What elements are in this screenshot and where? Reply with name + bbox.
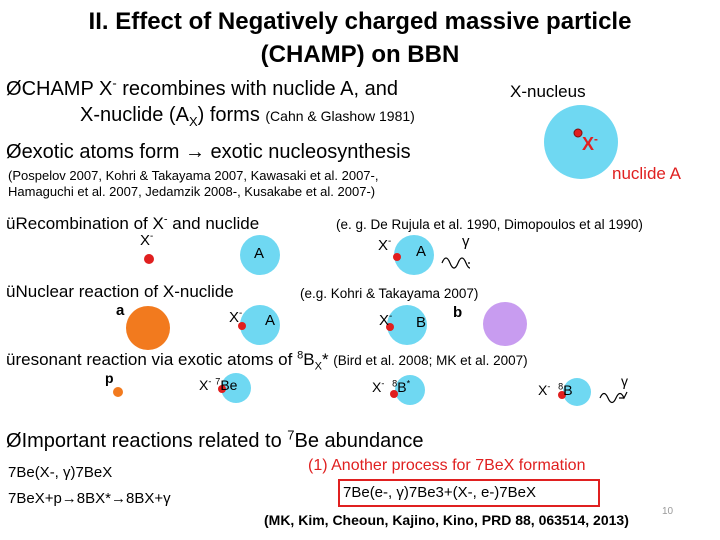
- check-icon: ü: [6, 214, 16, 233]
- be7-circle: [221, 373, 251, 403]
- another-process-heading: (1) Another process for 7BeX formation: [308, 457, 586, 474]
- another-process-reaction: 7Be(e-, γ)7Be3+(X-, e-)7BeX: [343, 484, 537, 501]
- bullet-champ-recombines: ØCHAMP X- recombines with nuclide A, and: [6, 75, 398, 100]
- exotic-atoms-ref-line1: (Pospelov 2007, Kohri & Takayama 2007, K…: [8, 168, 379, 183]
- resonant-be7-label: X- 7Be: [199, 376, 238, 393]
- particle-b-circle: [483, 302, 527, 346]
- nuclear-x-label: X-: [229, 308, 243, 326]
- particle-a-circle: [126, 306, 170, 350]
- photon-wave-icon: [441, 257, 470, 269]
- x-particle-dot: [558, 391, 566, 399]
- reference-citation: (MK, Kim, Cheoun, Kajino, Kino, PRD 88, …: [264, 512, 629, 528]
- x-minus-label: X-: [582, 133, 598, 154]
- nuclide-a-label: nuclide A: [612, 164, 681, 183]
- x-particle-dot: [218, 385, 226, 393]
- reaction-2: 7BeX+p→8BX*→8BX+γ: [8, 490, 171, 507]
- check-icon: ü: [6, 350, 16, 369]
- resonant-b8star-label: X- 8B*: [372, 378, 411, 395]
- reaction-1: 7Be(X-, γ)7BeX: [8, 464, 113, 481]
- page-number: 10: [662, 506, 674, 517]
- slide-title-line2: (CHAMP) on BBN: [260, 41, 460, 68]
- highlight-box: [338, 479, 600, 507]
- recomb-a-label: A: [254, 245, 265, 262]
- proton-dot: [113, 387, 123, 397]
- citation-cahn-glashow: (Cahn & Glashow 1981): [265, 108, 415, 124]
- recomb-x-label: X-: [140, 231, 154, 249]
- nuclear-a-label: A: [265, 312, 276, 329]
- bullet-champ-line2: X-nuclide (AX) forms (Cahn & Glashow 198…: [80, 104, 415, 129]
- b8-star-circle: [395, 375, 425, 405]
- gamma-label: γ: [621, 373, 628, 389]
- gamma-label: γ: [462, 233, 470, 250]
- x-particle-dot: [573, 128, 583, 138]
- resonant-diagram: [113, 373, 628, 406]
- nuclide-a-circle: [240, 305, 280, 345]
- particle-a-label: a: [116, 302, 125, 319]
- nuclide-b-circle: [387, 305, 427, 345]
- nuclear-bound-x-label: X-: [379, 311, 393, 329]
- recombination-ref: (e. g. De Rujula et al. 1990, Dimopoulos…: [336, 217, 643, 232]
- nuclear-reaction-diagram: [126, 302, 527, 350]
- exotic-atoms-ref-line2: Hamaguchi et al. 2007, Jedamzik 2008-, K…: [8, 184, 376, 199]
- x-nucleus-label: X-nucleus: [510, 82, 586, 101]
- particle-b-label: b: [453, 304, 463, 321]
- recomb-bound-a-label: A: [416, 243, 427, 260]
- resonant-ref: (Bird et al. 2008; MK et al. 2007): [333, 353, 528, 368]
- bullet-nuclear-reaction: üNuclear reaction of X-nuclide: [6, 282, 234, 301]
- x-particle-dot: [393, 253, 401, 261]
- x-particle-dot: [238, 322, 246, 330]
- resonant-b8-label: X- 8B: [538, 381, 573, 398]
- x-nucleus-diagram: [544, 105, 618, 179]
- recomb-bound-x-label: X-: [378, 236, 392, 254]
- bullet-arrow-icon: Ø: [6, 78, 22, 100]
- bullet-resonant: üresonant reaction via exotic atoms of 8…: [6, 349, 528, 373]
- nuclide-circle: [544, 105, 618, 179]
- proton-label: p: [105, 370, 114, 386]
- bound-nuclide-circle: [394, 235, 434, 275]
- x-particle-dot: [390, 390, 398, 398]
- check-icon: ü: [6, 282, 16, 301]
- recombination-diagram: [144, 235, 470, 275]
- slide-title-line1: II. Effect of Negatively charged massive…: [88, 8, 632, 35]
- bullet-recombination: üRecombination of X- and nuclide: [6, 213, 260, 233]
- b8-circle: [563, 378, 591, 406]
- bullet-arrow-icon: Ø: [6, 141, 22, 163]
- bullet-arrow-icon: Ø: [6, 430, 22, 452]
- nuclear-reaction-ref: (e.g. Kohri & Takayama 2007): [300, 286, 479, 301]
- nuclide-a-circle: [240, 235, 280, 275]
- x-particle-dot: [144, 254, 154, 264]
- photon-wave-icon: [599, 391, 628, 404]
- bullet-exotic-atoms: Øexotic atoms form → exotic nucleosynthe…: [6, 141, 411, 163]
- bullet-important-reactions: ØImportant reactions related to 7Be abun…: [6, 427, 424, 452]
- nuclear-b-label: B: [416, 314, 427, 331]
- x-particle-dot: [386, 323, 394, 331]
